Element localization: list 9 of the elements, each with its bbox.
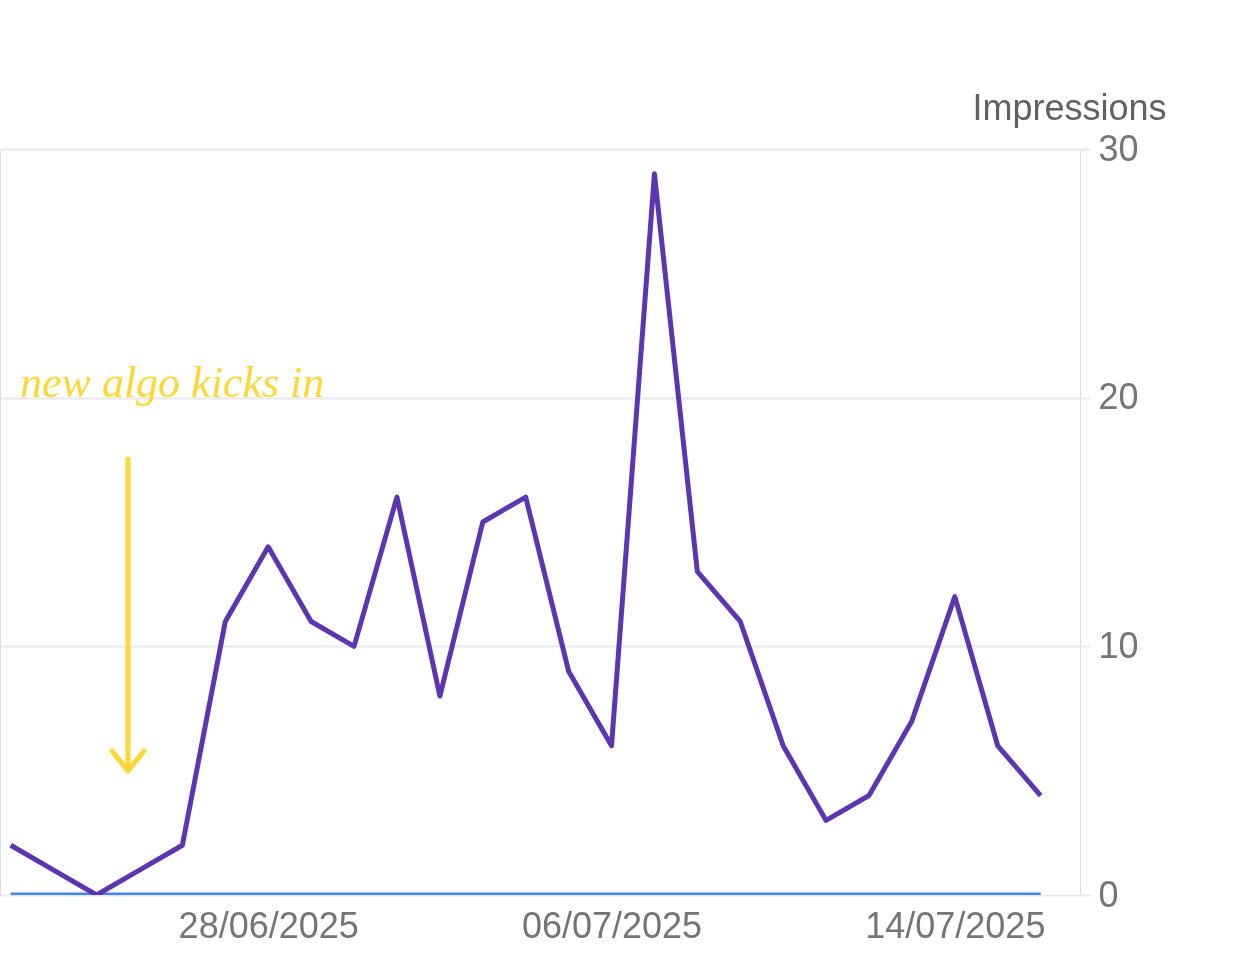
x-tick-label: 14/07/2025 (865, 904, 1046, 946)
y-axis-title: Impressions (972, 86, 1167, 128)
x-tick-label: 06/07/2025 (521, 904, 703, 946)
y-tick-label: 0 (1098, 873, 1119, 915)
y-tick-label: 20 (1098, 376, 1139, 418)
y-tick-label: 10 (1098, 624, 1139, 666)
x-tick-label: 28/06/2025 (178, 904, 359, 946)
annotation: new algo kicks in (20, 358, 325, 407)
y-tick-label: 30 (1098, 127, 1139, 169)
